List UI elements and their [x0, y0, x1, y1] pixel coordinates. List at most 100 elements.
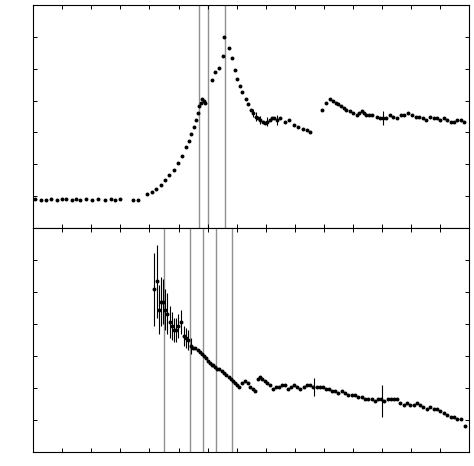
Point	[239, 89, 246, 96]
Point	[266, 116, 273, 123]
Point	[450, 118, 458, 125]
Point	[72, 195, 80, 202]
Point	[134, 196, 142, 204]
Point	[360, 110, 367, 117]
Point	[229, 377, 237, 384]
Point	[82, 195, 89, 203]
Point	[213, 365, 221, 372]
Point	[218, 367, 225, 374]
Point	[212, 363, 219, 370]
Point	[234, 75, 241, 82]
Point	[251, 387, 258, 395]
Point	[220, 34, 228, 41]
Point	[368, 396, 375, 403]
Point	[185, 137, 192, 144]
Point	[413, 399, 421, 407]
Point	[228, 54, 236, 62]
Point	[264, 118, 271, 125]
Point	[303, 127, 310, 134]
Point	[410, 402, 418, 409]
Point	[168, 322, 176, 329]
Point	[416, 402, 424, 409]
Point	[306, 381, 314, 389]
Point	[273, 116, 280, 123]
Point	[342, 389, 349, 397]
Point	[440, 410, 447, 417]
Point	[415, 113, 423, 120]
Point	[422, 116, 430, 123]
Point	[197, 99, 204, 106]
Point	[200, 97, 208, 105]
Point	[129, 196, 137, 204]
Point	[335, 101, 342, 108]
Point	[196, 349, 203, 356]
Point	[107, 195, 115, 203]
Point	[387, 396, 394, 403]
Point	[37, 196, 45, 204]
Point	[322, 99, 330, 106]
Point	[354, 393, 362, 401]
Point	[258, 375, 266, 383]
Point	[310, 383, 317, 391]
Point	[404, 110, 411, 117]
Point	[225, 44, 232, 51]
Point	[48, 195, 55, 203]
Point	[244, 379, 252, 387]
Point	[180, 332, 187, 340]
Point	[454, 116, 461, 123]
Point	[443, 411, 450, 419]
Point	[384, 396, 392, 403]
Point	[198, 351, 206, 358]
Point	[43, 196, 50, 204]
Point	[190, 344, 197, 352]
Point	[290, 381, 298, 389]
Point	[386, 111, 394, 118]
Point	[76, 196, 84, 204]
Point	[281, 381, 289, 389]
Point	[403, 399, 410, 407]
Point	[247, 106, 255, 113]
Point	[419, 404, 427, 411]
Point	[450, 414, 458, 421]
Point	[188, 130, 195, 137]
Point	[426, 113, 434, 120]
Point	[335, 389, 342, 397]
Point	[88, 196, 96, 204]
Point	[373, 113, 381, 120]
Point	[155, 306, 163, 314]
Point	[271, 115, 278, 122]
Point	[284, 385, 292, 393]
Point	[393, 115, 401, 122]
Point	[390, 113, 397, 120]
Point	[190, 123, 198, 130]
Point	[294, 123, 302, 130]
Point	[264, 379, 271, 387]
Point	[157, 298, 165, 305]
Point	[101, 196, 109, 204]
Point	[365, 111, 373, 118]
Point	[236, 383, 243, 391]
Point	[187, 343, 195, 350]
Point	[329, 97, 337, 105]
Point	[436, 408, 444, 415]
Point	[447, 414, 454, 421]
Point	[437, 116, 444, 123]
Point	[182, 335, 190, 342]
Point	[328, 387, 336, 395]
Point	[192, 116, 200, 123]
Point	[208, 361, 215, 368]
Point	[281, 118, 289, 125]
Point	[278, 381, 285, 389]
Point	[296, 385, 304, 393]
Point	[194, 110, 201, 117]
Point	[351, 391, 359, 399]
Point	[250, 110, 257, 117]
Point	[261, 377, 269, 384]
Point	[376, 115, 383, 122]
Point	[184, 336, 192, 344]
Point	[256, 373, 264, 381]
Point	[313, 383, 320, 391]
Point	[433, 115, 441, 122]
Point	[300, 383, 307, 391]
Point	[198, 96, 206, 103]
